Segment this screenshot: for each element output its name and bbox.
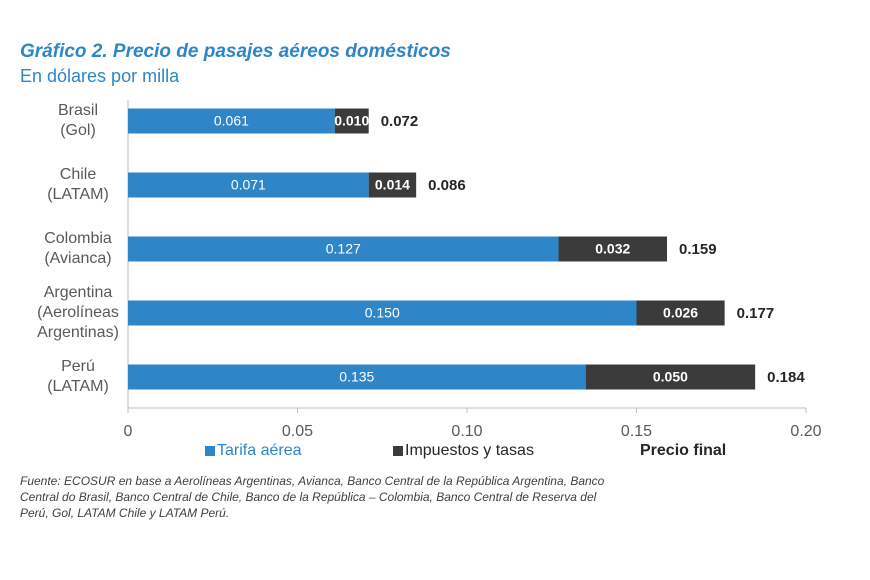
data-label: 0.150: [365, 305, 400, 321]
y-tick-label: Brasil: [58, 102, 98, 119]
total-label: 0.086: [428, 177, 466, 194]
source-note: Central do Brasil, Banco Central de Chil…: [20, 490, 597, 504]
x-tick-label: 0.10: [451, 423, 482, 440]
legend-label: Impuestos y tasas: [405, 442, 534, 459]
bar-segment: [128, 172, 369, 198]
data-label: 0.026: [663, 305, 698, 321]
data-label: 0.032: [595, 241, 630, 257]
y-tick-label: (LATAM): [47, 186, 109, 203]
chart-subtitle: En dólares por milla: [20, 66, 180, 86]
data-label: 0.050: [653, 369, 688, 385]
data-label: 0.014: [375, 177, 410, 193]
chart-title: Gráfico 2. Precio de pasajes aéreos domé…: [20, 41, 451, 62]
y-tick-label: (LATAM): [47, 378, 109, 395]
bar-segment: [334, 108, 369, 134]
data-label: 0.061: [214, 113, 249, 129]
x-tick-label: 0.15: [621, 423, 652, 440]
bar-segment: [128, 364, 586, 390]
y-tick-label: Chile: [60, 166, 97, 183]
bar-segment: [368, 172, 417, 198]
data-label: 0.127: [326, 241, 361, 257]
bar-segment: [128, 108, 335, 134]
data-label: 0.135: [339, 369, 374, 385]
data-label: 0.010: [334, 113, 369, 129]
y-tick-label: Colombia: [44, 230, 112, 247]
source-note: Fuente: ECOSUR en base a Aerolíneas Arge…: [20, 474, 605, 488]
bar-segment: [128, 300, 637, 326]
bar-segment: [558, 236, 668, 262]
bar-segment: [636, 300, 725, 326]
y-tick-label: (Gol): [60, 122, 96, 139]
y-tick-label: Perú: [61, 358, 95, 375]
source-note: Perú, Gol, LATAM Chile y LATAM Perú.: [20, 506, 229, 520]
y-tick-label: (Avianca): [44, 250, 111, 267]
total-label: 0.159: [679, 241, 717, 258]
y-tick-label: Argentina: [44, 284, 113, 301]
total-label: 0.184: [767, 369, 805, 386]
x-tick-label: 0.20: [790, 423, 821, 440]
y-tick-label: Argentinas): [37, 324, 119, 341]
legend-label: Precio final: [640, 442, 726, 459]
x-tick-label: 0: [124, 423, 133, 440]
legend-swatch: [393, 446, 403, 456]
bar-segment: [585, 364, 756, 390]
total-label: 0.177: [737, 305, 775, 322]
legend-label: Tarifa aérea: [217, 442, 302, 459]
y-tick-label: (Aerolíneas: [37, 304, 119, 321]
total-label: 0.072: [381, 113, 419, 130]
legend-swatch: [205, 446, 215, 456]
x-tick-label: 0.05: [282, 423, 313, 440]
bar-segment: [128, 236, 559, 262]
data-label: 0.071: [231, 177, 266, 193]
